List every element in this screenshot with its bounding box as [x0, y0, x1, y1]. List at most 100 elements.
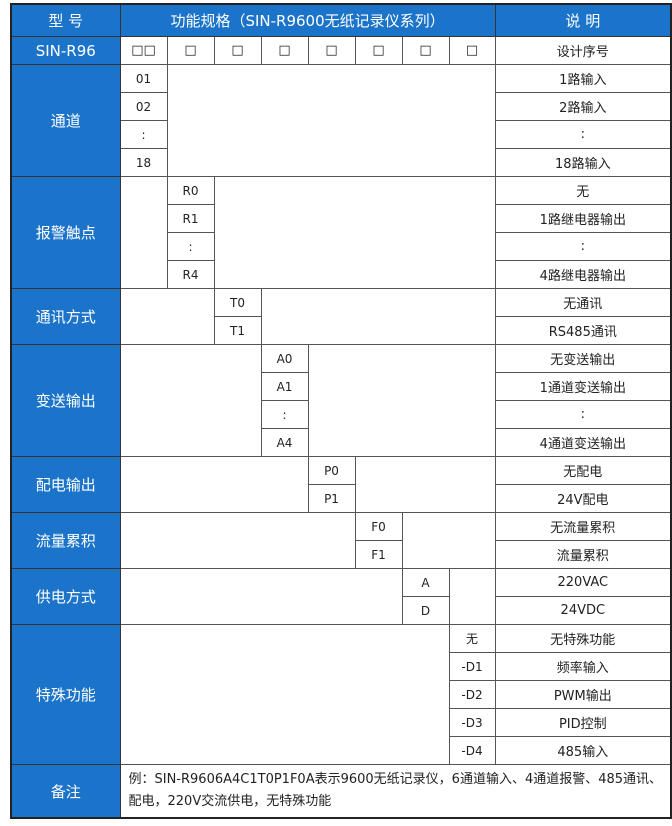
- option-desc: 1路继电器输出: [494, 204, 672, 233]
- code-box-5: □: [354, 36, 403, 65]
- option-code: 01: [119, 64, 168, 93]
- empty-before: [119, 512, 356, 569]
- option-code: -D3: [448, 708, 496, 737]
- table-row: 通道 01 1路输入: [10, 64, 672, 177]
- option-code: D: [401, 596, 450, 625]
- model-label: SIN-R96: [10, 36, 121, 65]
- option-desc: 1通道变送输出: [494, 372, 672, 401]
- option-code: P1: [307, 484, 356, 513]
- table-row: -D1 频率输入: [11, 652, 672, 681]
- option-code: T0: [213, 288, 262, 317]
- option-code: :: [260, 400, 309, 429]
- section-label: 特殊功能: [10, 624, 121, 765]
- option-desc: :: [494, 120, 672, 149]
- option-code: -D4: [448, 736, 496, 765]
- table-row: P1 24V配电: [11, 484, 672, 513]
- option-code: A1: [260, 372, 309, 401]
- empty-after: [307, 344, 496, 457]
- empty-before: [119, 176, 168, 289]
- section-label: 配电输出: [10, 456, 121, 513]
- table-row: ::: [11, 232, 672, 261]
- option-code: :: [166, 232, 215, 261]
- table-row: 流量累积 F0 无流量累积: [10, 512, 672, 569]
- empty-after: [354, 456, 496, 513]
- option-desc: 4路继电器输出: [494, 260, 672, 289]
- section-label: 报警触点: [10, 176, 121, 289]
- table-row: 配电输出 P0 无配电: [10, 456, 672, 513]
- option-code: A0: [260, 344, 309, 373]
- empty-before: [119, 344, 262, 457]
- option-code: F0: [354, 512, 403, 541]
- section-label: 变送输出: [10, 344, 121, 457]
- header-desc: 说 明: [494, 3, 672, 37]
- table-row: F1 流量累积: [11, 540, 672, 569]
- header-row: 型 号功能规格（SIN-R9600无纸记录仪系列）说 明: [10, 3, 672, 37]
- header-model: 型 号: [10, 3, 121, 37]
- remark-row: 备注 例：SIN-R9606A4C1T0P1F0A表示9600无纸记录仪，6通道输…: [10, 764, 672, 819]
- option-code: R4: [166, 260, 215, 289]
- option-desc: 1路输入: [494, 64, 672, 93]
- option-code: P0: [307, 456, 356, 485]
- option-code: :: [119, 120, 168, 149]
- table-row: 02 2路输入: [11, 92, 672, 121]
- code-box-7: □: [448, 36, 496, 65]
- table-row: 通讯方式 T0 无通讯: [10, 288, 672, 345]
- section-label: 通讯方式: [10, 288, 121, 345]
- option-code: A4: [260, 428, 309, 457]
- table-row: 18 18路输入: [11, 148, 672, 177]
- model-desc: 设计序号: [494, 36, 672, 65]
- option-code: 18: [119, 148, 168, 177]
- option-desc: 18路输入: [494, 148, 672, 177]
- header-spec: 功能规格（SIN-R9600无纸记录仪系列）: [119, 3, 496, 37]
- option-desc: 485输入: [494, 736, 672, 765]
- option-desc: PWM输出: [494, 680, 672, 709]
- empty-before: [119, 624, 450, 765]
- option-desc: 无: [494, 176, 672, 205]
- table-row: A4 4通道变送输出: [11, 428, 672, 457]
- table-row: 供电方式 A 220VAC: [10, 568, 672, 625]
- option-desc: 2路输入: [494, 92, 672, 121]
- section-label: 供电方式: [10, 568, 121, 625]
- code-box-1: □: [166, 36, 215, 65]
- code-box-3: □: [260, 36, 309, 65]
- option-code: T1: [213, 316, 262, 345]
- option-desc: PID控制: [494, 708, 672, 737]
- empty-before: [119, 456, 309, 513]
- option-code: R1: [166, 204, 215, 233]
- code-box-6: □: [401, 36, 450, 65]
- empty-after: [448, 568, 496, 625]
- model-row: SIN-R96 □□ □ □ □ □ □ □ □ 设计序号: [10, 36, 672, 65]
- option-desc: 频率输入: [494, 652, 672, 681]
- option-desc: 24VDC: [494, 596, 672, 625]
- option-desc: 无配电: [494, 456, 672, 485]
- table-row: 报警触点 R0 无: [10, 176, 672, 289]
- empty-before: [119, 568, 403, 625]
- empty-after: [401, 512, 496, 569]
- empty-before: [119, 288, 215, 345]
- option-desc: 24V配电: [494, 484, 672, 513]
- code-box-2: □: [213, 36, 262, 65]
- model-spec-table: 型 号功能规格（SIN-R9600无纸记录仪系列）说 明 SIN-R96 □□ □ □ □…: [10, 3, 672, 819]
- option-desc: 无变送输出: [494, 344, 672, 373]
- option-desc: :: [494, 232, 672, 261]
- option-desc: 流量累积: [494, 540, 672, 569]
- option-desc: 220VAC: [494, 568, 672, 597]
- empty-after: [260, 288, 496, 345]
- empty-after: [213, 176, 496, 289]
- option-code: 无: [448, 624, 496, 653]
- code-box-0: □□: [119, 36, 168, 65]
- remark-label: 备注: [10, 764, 121, 819]
- option-code: A: [401, 568, 450, 597]
- remark-text: 例：SIN-R9606A4C1T0P1F0A表示9600无纸记录仪，6通道输入、…: [119, 764, 672, 819]
- table-row: -D4 485输入: [11, 736, 672, 765]
- section-label: 流量累积: [10, 512, 121, 569]
- table-row: D 24VDC: [11, 596, 672, 625]
- table-row: A1 1通道变送输出: [11, 372, 672, 401]
- table-row: -D2 PWM输出: [11, 680, 672, 709]
- option-desc: 无特殊功能: [494, 624, 672, 653]
- option-desc: 无流量累积: [494, 512, 672, 541]
- option-code: 02: [119, 92, 168, 121]
- section-label: 通道: [10, 64, 121, 177]
- option-code: -D1: [448, 652, 496, 681]
- table-row: R4 4路继电器输出: [11, 260, 672, 289]
